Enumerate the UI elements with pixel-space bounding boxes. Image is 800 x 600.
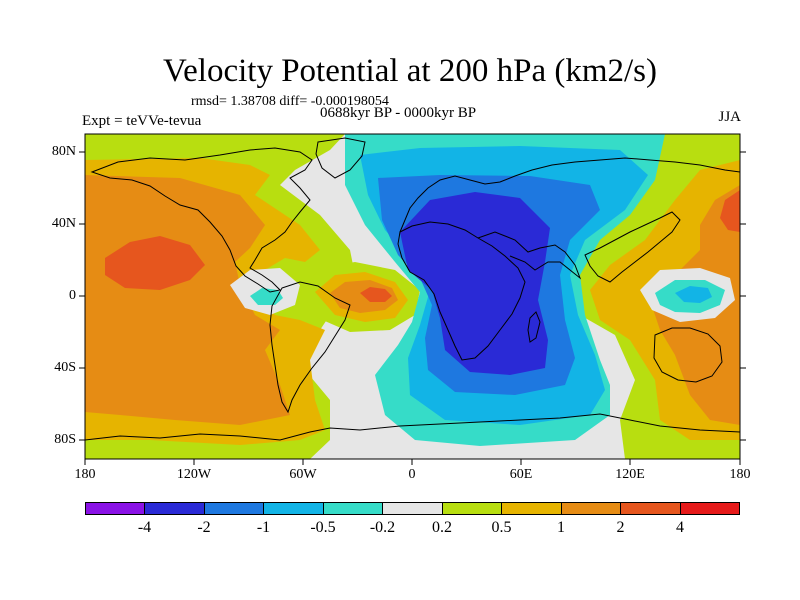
lon-label-60w: 60W	[289, 467, 317, 482]
colorbar-label: 0.2	[432, 519, 452, 536]
lat-label-80s: 80S	[54, 432, 76, 447]
colorbar	[85, 502, 740, 515]
lon-label-120w: 120W	[176, 467, 212, 482]
coastline-europe	[399, 157, 740, 233]
lon-label-180-west: 180	[74, 467, 96, 482]
coastline-antarctica	[85, 413, 740, 441]
colorbar-box	[264, 503, 324, 514]
lon-label-120e: 120E	[615, 467, 645, 482]
contour-warmpool-negative-1	[675, 286, 712, 303]
lat-ticks	[79, 151, 746, 441]
colorbar-box	[680, 503, 739, 514]
plot-title: Velocity Potential at 200 hPa (km2/s)	[162, 53, 658, 89]
colorbar-box	[502, 503, 562, 514]
coastline-greenland	[315, 137, 366, 179]
lat-label-0: 0	[69, 288, 76, 303]
coastline-africa	[397, 221, 526, 361]
colorbar-label: -2	[197, 519, 211, 536]
colorbar-label: -0.2	[369, 519, 396, 536]
colorbar-box	[442, 503, 503, 514]
coastline-north-america	[90, 147, 313, 293]
lon-ticks	[84, 459, 741, 465]
colorbar-label: 4	[676, 519, 684, 536]
contour-africa-negative-2	[400, 192, 550, 375]
colorbar-box	[383, 503, 443, 514]
lon-label-60e: 60E	[509, 467, 533, 482]
rmsd-diff-text: rmsd= 1.38708 diff= -0.000198054	[191, 94, 389, 109]
colorbar-box	[323, 503, 384, 514]
coastline-arabia-india	[477, 231, 582, 280]
contour-pacific-positive-2	[85, 175, 290, 425]
contour-pacific-positive-4	[105, 236, 205, 290]
lon-label-180-east: 180	[729, 467, 751, 482]
coastline-south-america	[269, 281, 351, 414]
colorbar-label: 0.5	[491, 519, 512, 536]
coastline-layer	[85, 137, 740, 441]
contour-fill-layer	[85, 134, 740, 459]
season-label: JJA	[718, 109, 741, 125]
lat-label-80n: 80N	[51, 144, 76, 159]
lat-label-40n: 40N	[51, 216, 76, 231]
lon-label-0: 0	[408, 467, 416, 482]
contour-eastern-positive-4	[720, 190, 740, 232]
colorbar-label: 2	[616, 519, 625, 536]
colorbar-label: -1	[256, 519, 271, 536]
coastline-australia	[653, 327, 723, 383]
coastline-southeast-asia	[584, 211, 681, 283]
colorbar-label: -0.5	[310, 519, 336, 536]
colorbar-box	[86, 503, 146, 514]
colorbar-box	[561, 503, 622, 514]
period-label: 0688kyr BP - 0000kyr BP	[320, 105, 477, 121]
contour-atlantic-positive-4	[360, 287, 392, 302]
colorbar-box	[145, 503, 205, 514]
experiment-label: Expt = teVVe-tevua	[82, 113, 202, 129]
colorbar-label: 1	[557, 519, 565, 536]
lat-label-40s: 40S	[54, 360, 76, 375]
colorbar-box	[621, 503, 681, 514]
colorbar-box	[204, 503, 265, 514]
colorbar-label: -4	[137, 519, 152, 536]
coastline-madagascar	[527, 311, 541, 343]
